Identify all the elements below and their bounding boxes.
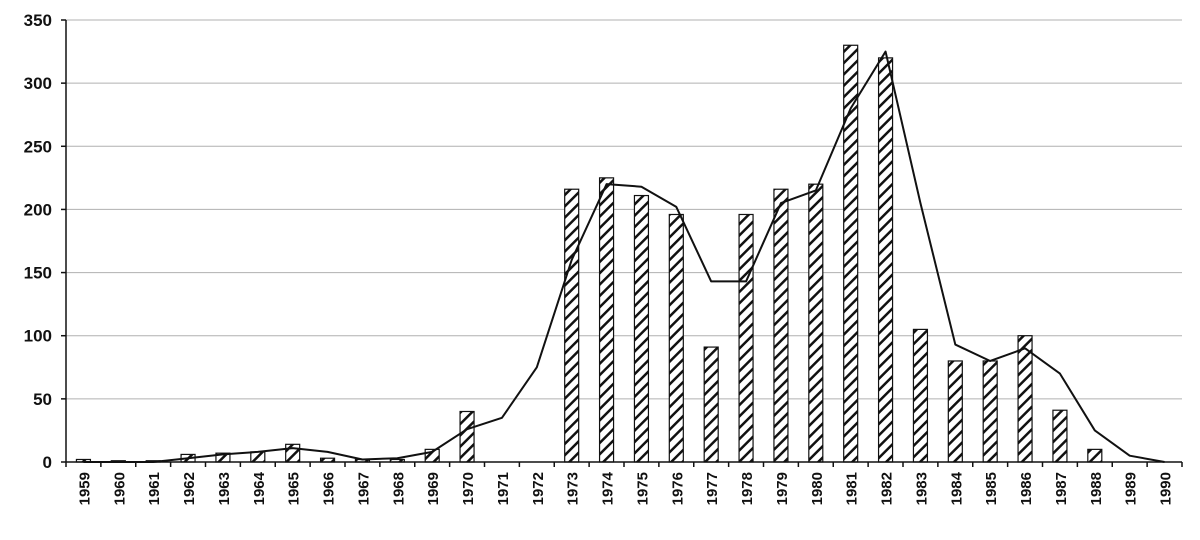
x-tick-label: 1981	[844, 472, 861, 505]
bar-1965	[285, 443, 301, 463]
x-tick-label: 1971	[495, 472, 512, 505]
x-tick-label: 1975	[634, 472, 651, 505]
x-tick-label: 1962	[181, 472, 198, 505]
x-tick-label: 1984	[948, 471, 965, 505]
x-tick-label: 1966	[321, 472, 338, 505]
x-tick-label: 1979	[774, 472, 791, 505]
x-tick-label: 1974	[600, 471, 617, 505]
y-tick-labels: 0 50 100 150 200 250 300 350	[24, 11, 52, 472]
x-tick-label: 1990	[1158, 472, 1175, 505]
y-tick-label: 350	[24, 11, 52, 30]
x-tick-label: 1972	[530, 472, 547, 505]
bar-1986	[1017, 335, 1033, 463]
x-tick-label: 1987	[1053, 472, 1070, 505]
x-tick-label: 1982	[879, 472, 896, 505]
y-tick-label: 0	[43, 453, 52, 472]
x-tick-label: 1989	[1123, 472, 1140, 505]
bar-1974	[598, 177, 615, 463]
bar-1975	[633, 194, 650, 463]
bar-1987	[1052, 409, 1068, 463]
bar-1985	[982, 360, 998, 463]
bar-1970	[459, 410, 475, 463]
x-tick-label: 1965	[286, 472, 303, 505]
x-tick-label: 1969	[425, 472, 442, 505]
y-tick-label: 300	[24, 74, 52, 93]
y-tick-label: 250	[24, 137, 52, 156]
bar-1976	[668, 213, 684, 463]
bar-1980	[808, 183, 824, 463]
y-tick-label: 150	[24, 264, 52, 283]
bar-1973	[564, 188, 580, 463]
bar-1984	[947, 360, 963, 463]
y-tick-label: 100	[24, 327, 52, 346]
bar-series	[75, 44, 1103, 463]
x-tick-label: 1977	[704, 472, 721, 505]
bar-1964	[250, 451, 266, 463]
x-tick-label: 1959	[76, 472, 93, 505]
x-tick-label: 1988	[1088, 472, 1105, 505]
bar-1978	[738, 213, 754, 463]
x-tick-label: 1960	[111, 472, 128, 505]
x-tick-label: 1964	[251, 471, 268, 505]
axes	[61, 19, 1183, 467]
line-series	[83, 50, 1165, 463]
x-tick-label: 1961	[146, 472, 163, 505]
trend-line	[83, 50, 1165, 463]
x-tick-label: 1983	[913, 472, 930, 505]
bar-1988	[1087, 448, 1103, 463]
y-tick-label: 200	[24, 200, 52, 219]
x-tick-label: 1968	[390, 472, 407, 505]
x-tick-label: 1970	[460, 472, 477, 505]
x-tick-label: 1980	[809, 472, 826, 505]
bar-1977	[703, 346, 719, 463]
gridlines	[66, 19, 1182, 400]
bar-1983	[912, 328, 929, 463]
x-tick-label: 1963	[216, 472, 233, 505]
x-tick-label: 1973	[565, 472, 582, 505]
x-tick-label: 1986	[1018, 472, 1035, 505]
bar-1979	[773, 188, 789, 463]
bar-1982	[877, 57, 894, 463]
x-tick-label: 1985	[983, 472, 1000, 505]
x-tick-label: 1978	[739, 472, 756, 505]
x-tick-labels: 1959 1960 1961 1962 1963 1964 1965 1966 1967 1968…	[76, 471, 1174, 505]
x-tick-label: 1967	[355, 472, 372, 505]
y-tick-label: 50	[33, 390, 52, 409]
x-tick-label: 1976	[669, 472, 686, 505]
